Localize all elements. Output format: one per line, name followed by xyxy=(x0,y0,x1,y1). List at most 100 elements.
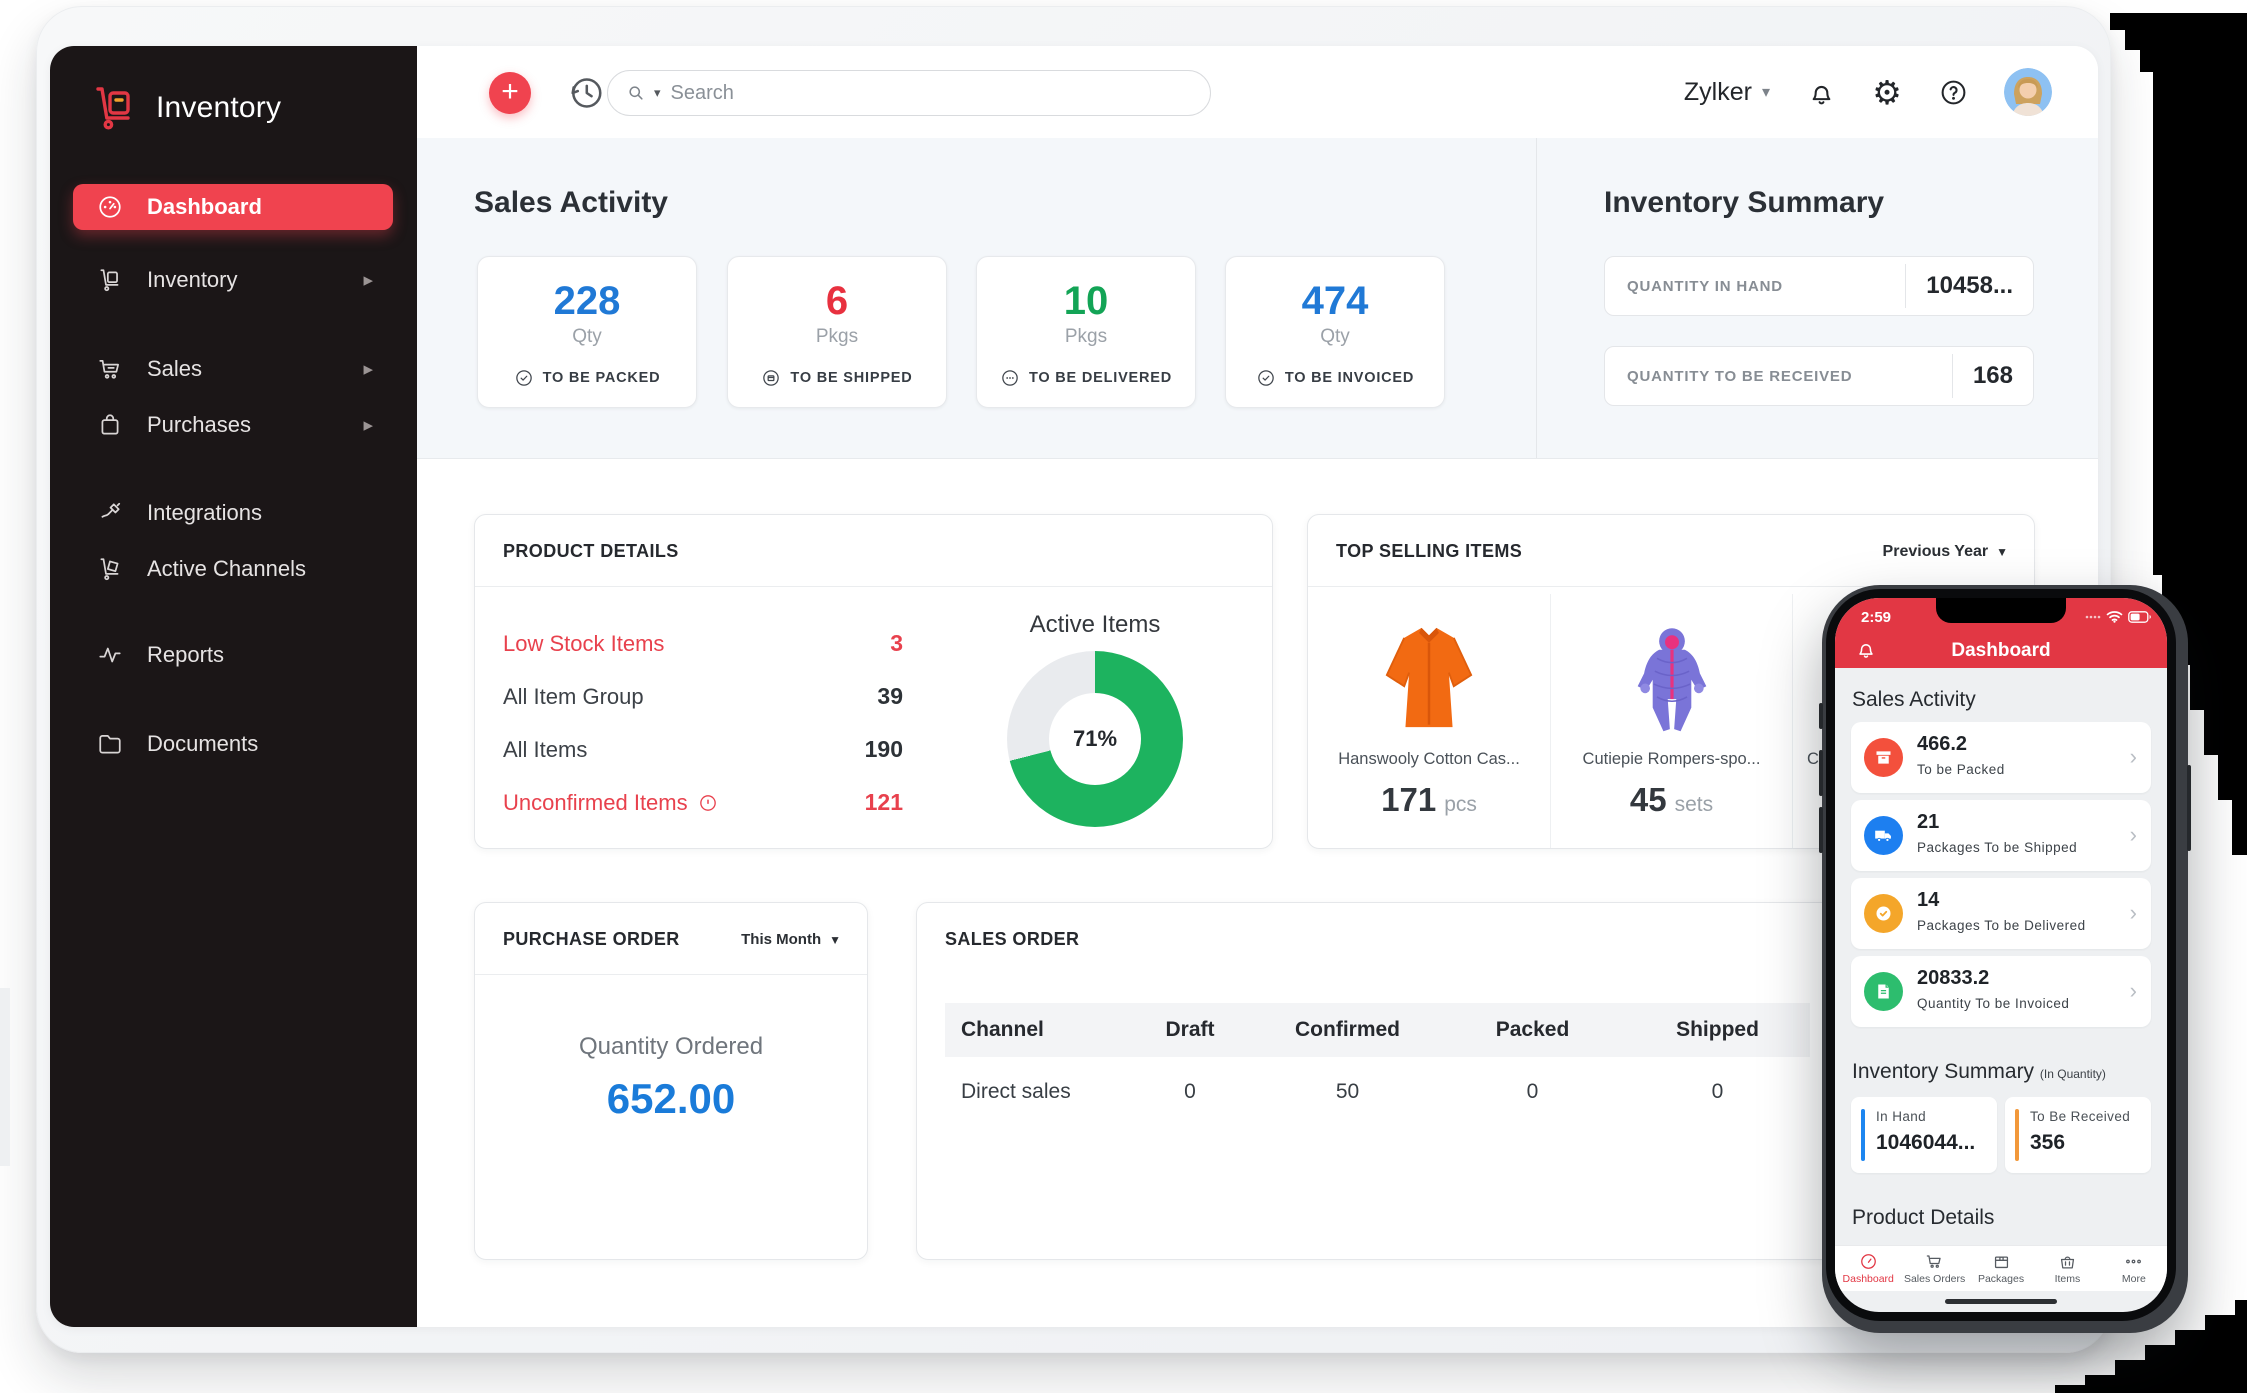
period-filter-dropdown[interactable]: This Month xyxy=(741,931,841,948)
column-header: Shipped xyxy=(1625,1003,1810,1057)
recent-history-button[interactable] xyxy=(565,72,607,114)
pixel-decoration-left xyxy=(0,988,10,1166)
row-label: Low Stock Items xyxy=(503,631,664,657)
row-label: All Item Group xyxy=(503,684,644,710)
phone-volume-down-button xyxy=(1819,807,1823,853)
column-header: Draft xyxy=(1125,1003,1255,1057)
quantity-to-be-received-box: QUANTITY TO BE RECEIVED 168 xyxy=(1604,346,2034,406)
sidebar-item-label: Dashboard xyxy=(147,194,393,220)
row-value: 39 xyxy=(877,683,903,710)
battery-icon xyxy=(2128,611,2152,623)
channels-icon xyxy=(97,556,123,582)
handtruck-icon xyxy=(97,267,123,293)
cart-icon xyxy=(97,356,123,382)
metric-value: 14 xyxy=(1917,889,1939,912)
chevron-right-icon xyxy=(363,416,373,435)
phone-to-be-delivered-card[interactable]: 14 Packages To be Delivered xyxy=(1851,878,2151,949)
sidebar-item-inventory[interactable]: Inventory xyxy=(73,257,393,303)
to-be-invoiced-card[interactable]: 474 Qty TO BE INVOICED xyxy=(1225,256,1445,408)
check-badge-icon xyxy=(1864,894,1903,933)
gear-icon xyxy=(1872,76,1902,109)
row-value: 190 xyxy=(865,736,903,763)
active-items-label: Active Items xyxy=(975,611,1215,639)
cell-channel: Direct sales xyxy=(945,1057,1125,1127)
sidebar-item-integrations[interactable]: Integrations xyxy=(73,490,393,536)
metric-label: Packages To be Delivered xyxy=(1917,918,2086,933)
sidebar-item-reports[interactable]: Reports xyxy=(73,632,393,678)
search-scope-caret-icon[interactable] xyxy=(654,85,661,101)
tab-sales-orders[interactable]: Sales Orders xyxy=(1901,1246,1967,1291)
bell-icon[interactable] xyxy=(1855,638,1877,665)
top-selling-item[interactable]: Cutiepie Rompers-spo... 45sets xyxy=(1550,594,1792,848)
tab-packages[interactable]: Packages xyxy=(1968,1246,2034,1291)
row-label: Unconfirmed Items xyxy=(503,790,718,816)
plug-icon xyxy=(97,500,123,526)
help-button[interactable] xyxy=(1938,77,1968,107)
low-stock-row[interactable]: Low Stock Items 3 xyxy=(503,617,903,670)
tab-more[interactable]: More xyxy=(2101,1246,2167,1291)
tab-dashboard[interactable]: Dashboard xyxy=(1835,1246,1901,1291)
sidebar-item-label: Integrations xyxy=(147,500,393,526)
summary-label: To Be Received xyxy=(2030,1109,2130,1124)
sidebar-item-label: Documents xyxy=(147,731,393,757)
folder-icon xyxy=(97,731,123,757)
chevron-right-icon xyxy=(363,271,373,290)
sidebar-item-label: Purchases xyxy=(147,412,363,438)
column-header: Packed xyxy=(1440,1003,1625,1057)
phone-product-details-title: Product Details xyxy=(1852,1206,1994,1230)
period-filter-dropdown[interactable]: Previous Year xyxy=(1883,543,2008,561)
metric-unit: Pkgs xyxy=(816,326,858,348)
to-be-packed-card[interactable]: 228 Qty TO BE PACKED xyxy=(477,256,697,408)
org-switcher[interactable]: Zylker xyxy=(1684,78,1770,107)
bag-icon xyxy=(97,412,123,438)
home-indicator[interactable] xyxy=(1945,1299,2057,1304)
topbar: + Zylker xyxy=(417,46,2098,139)
row-label: All Items xyxy=(503,737,587,763)
phone-mute-switch xyxy=(1819,703,1823,729)
settings-button[interactable] xyxy=(1872,77,1902,107)
inventory-summary-title: Inventory Summary xyxy=(1604,186,1884,220)
table-header-row: Channel Draft Confirmed Packed Shipped xyxy=(945,1003,1810,1057)
sidebar-item-purchases[interactable]: Purchases xyxy=(73,402,393,448)
phone-to-be-shipped-card[interactable]: 21 Packages To be Shipped xyxy=(1851,800,2151,871)
product-image-cardigan xyxy=(1367,594,1491,742)
user-avatar[interactable] xyxy=(2004,68,2052,116)
add-new-button[interactable]: + xyxy=(489,72,531,114)
notifications-button[interactable] xyxy=(1806,77,1836,107)
phone-sales-activity-title: Sales Activity xyxy=(1852,688,1976,712)
sales-order-table: Channel Draft Confirmed Packed Shipped D… xyxy=(945,1003,1810,1127)
phone-to-be-packed-card[interactable]: 466.2 To be Packed xyxy=(1851,722,2151,793)
sidebar-item-active-channels[interactable]: Active Channels xyxy=(73,546,393,592)
column-header: Channel xyxy=(945,1003,1125,1057)
phone-power-button xyxy=(2187,765,2191,851)
unconfirmed-items-row[interactable]: Unconfirmed Items 121 xyxy=(503,776,903,829)
cart-icon xyxy=(1925,1252,1944,1271)
card-title: TOP SELLING ITEMS xyxy=(1336,541,1522,562)
app-logo-text: Inventory xyxy=(156,91,281,125)
to-be-delivered-card[interactable]: 10 Pkgs TO BE DELIVERED xyxy=(976,256,1196,408)
sidebar-item-dashboard[interactable]: Dashboard xyxy=(73,184,393,230)
all-items-row[interactable]: All Items 190 xyxy=(503,723,903,776)
phone-inventory-summary-title: Inventory Summary (In Quantity) xyxy=(1852,1060,2106,1084)
invoice-icon xyxy=(1864,972,1903,1011)
summary-label: QUANTITY TO BE RECEIVED xyxy=(1605,368,1952,385)
active-items-donut-chart: 71% xyxy=(1007,651,1183,827)
sidebar-item-sales[interactable]: Sales xyxy=(73,346,393,392)
chevron-right-icon xyxy=(2130,902,2137,924)
metric-status: TO BE DELIVERED xyxy=(1000,368,1172,388)
status-time: 2:59 xyxy=(1861,609,1891,626)
all-item-group-row[interactable]: All Item Group 39 xyxy=(503,670,903,723)
to-be-shipped-card[interactable]: 6 Pkgs TO BE SHIPPED xyxy=(727,256,947,408)
cell-shipped: 0 xyxy=(1625,1057,1810,1127)
metric-status: TO BE INVOICED xyxy=(1256,368,1414,388)
search-input[interactable] xyxy=(669,81,1192,106)
tab-items[interactable]: Items xyxy=(2034,1246,2100,1291)
caret-down-icon xyxy=(829,933,841,947)
sidebar-item-documents[interactable]: Documents xyxy=(73,721,393,767)
top-selling-item[interactable]: Hanswooly Cotton Cas... 171pcs xyxy=(1308,594,1550,848)
metric-label: To be Packed xyxy=(1917,762,2005,777)
phone-page-title: Dashboard xyxy=(1835,636,2167,666)
table-row[interactable]: Direct sales 0 50 0 0 xyxy=(945,1057,1810,1127)
metric-unit: Pkgs xyxy=(1065,326,1107,348)
phone-to-be-invoiced-card[interactable]: 20833.2 Quantity To be Invoiced xyxy=(1851,956,2151,1027)
